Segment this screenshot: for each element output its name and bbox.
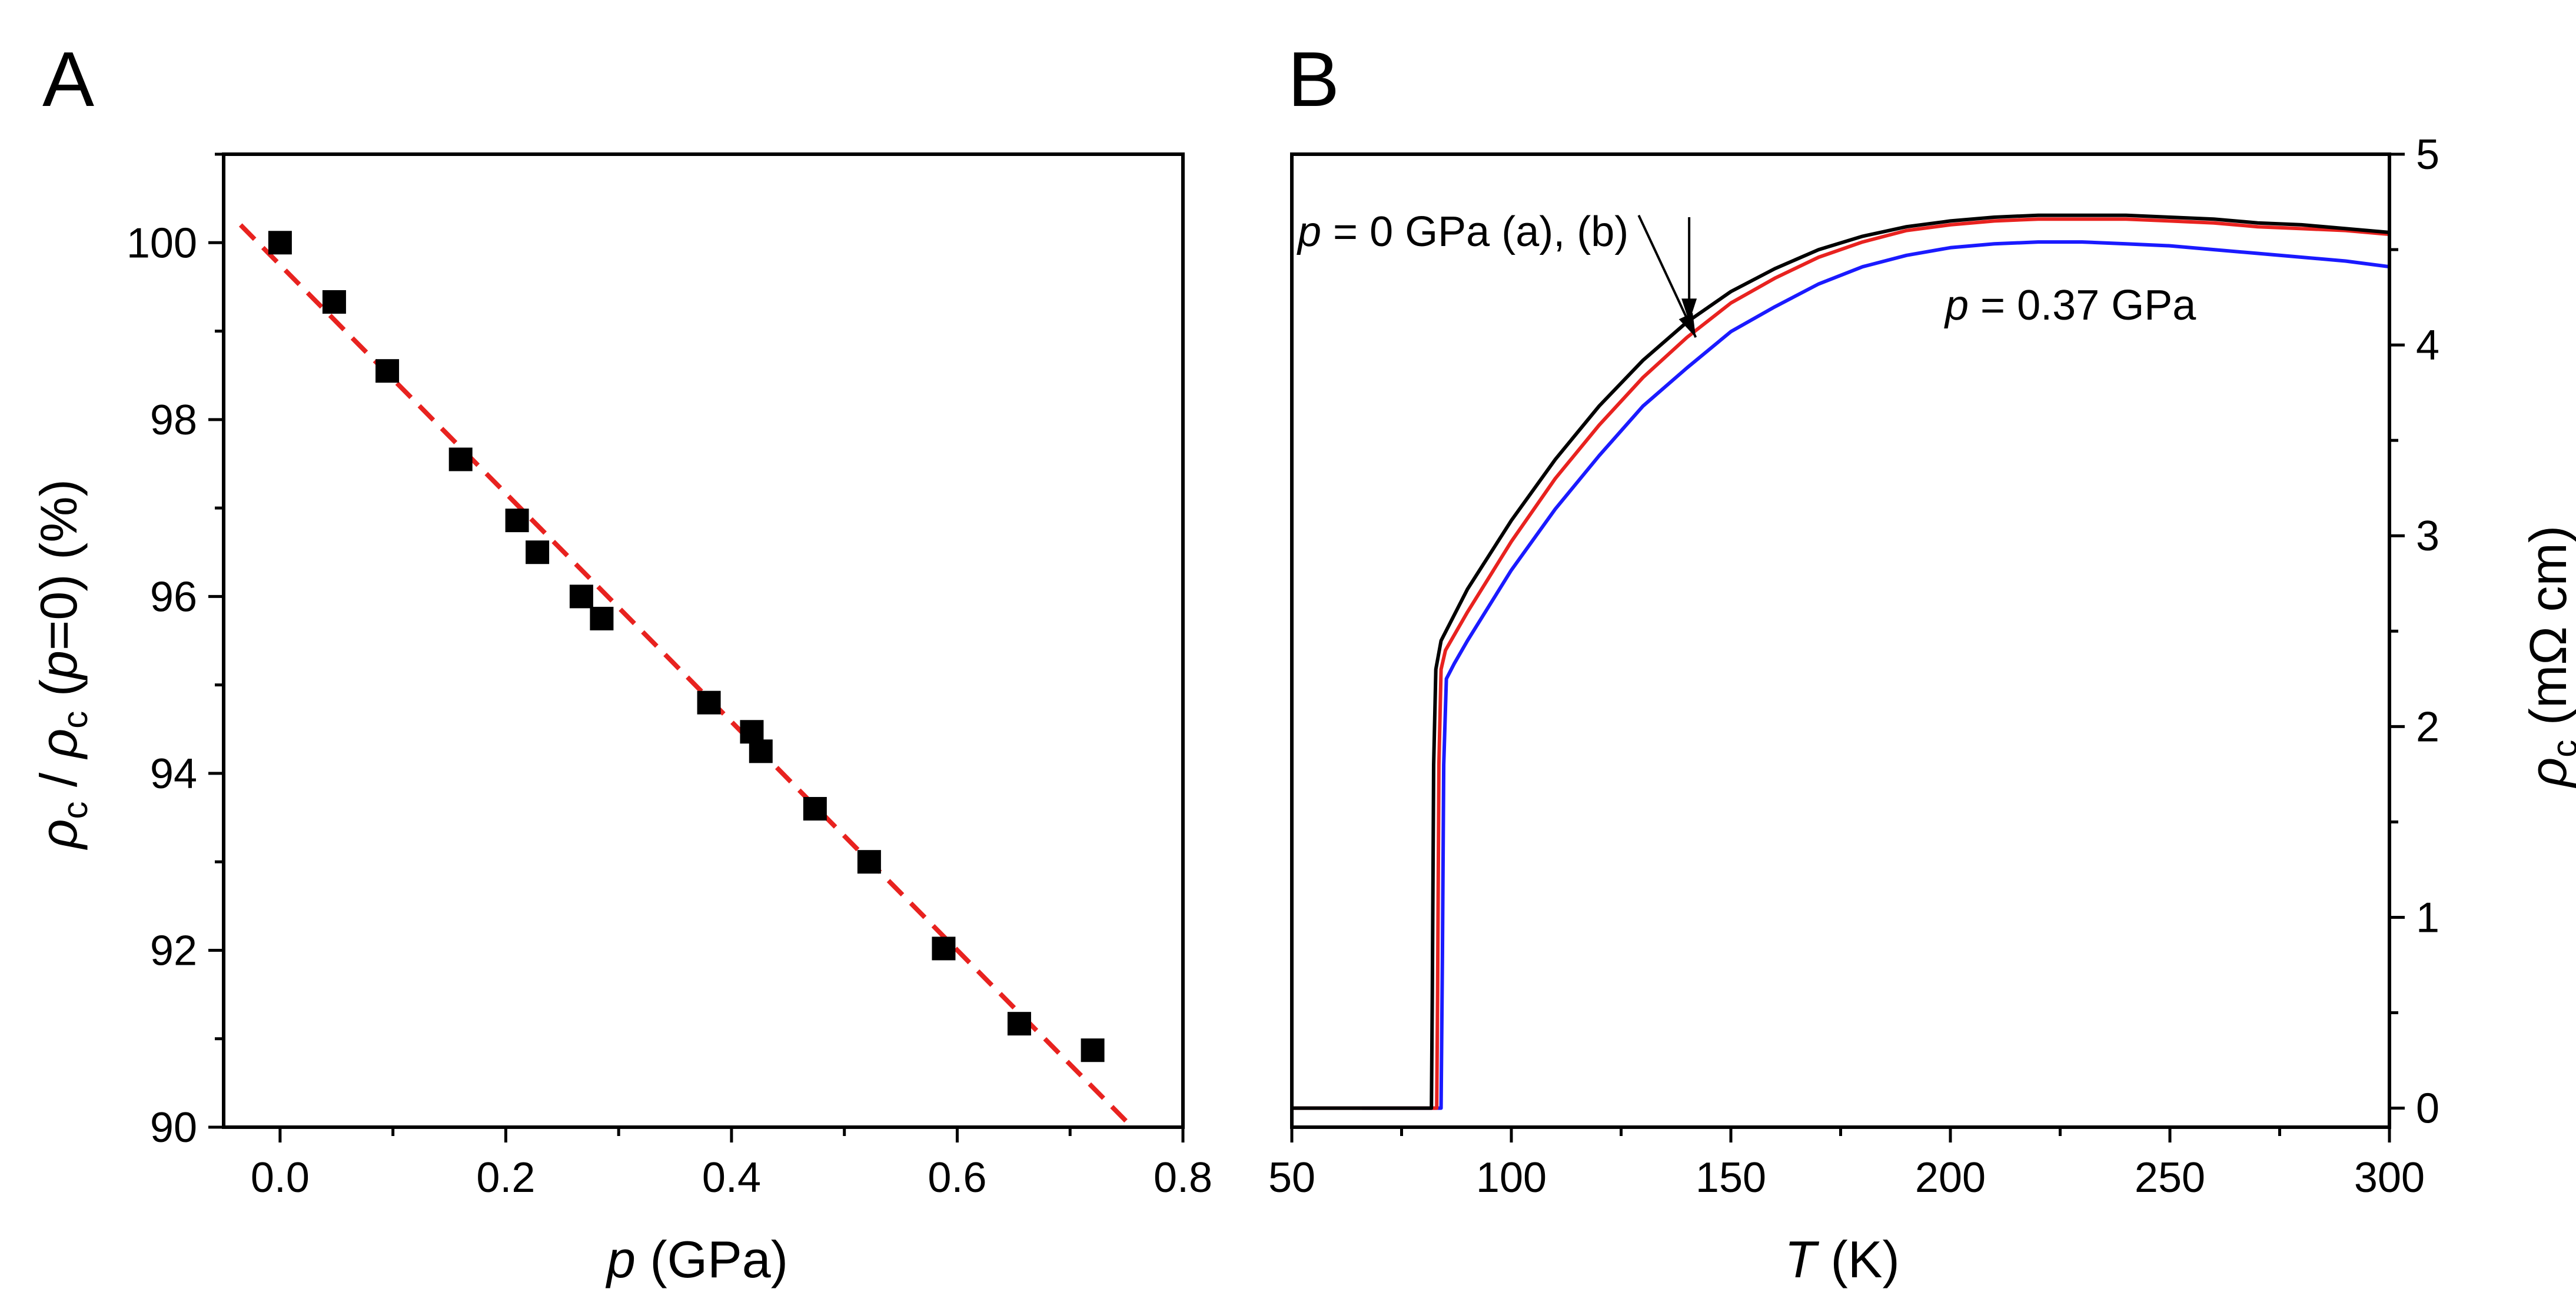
y-tick-label: 0 [2416,1085,2439,1132]
x-unit: (K) [1816,1230,1900,1288]
curve-p0-a [1292,213,2389,1110]
y-tick-label: 4 [2416,322,2439,369]
panel-b-tick-labels: 50 100 150 200 250 300 0 1 2 3 4 5 [1268,131,2439,1201]
data-point [1081,1038,1105,1062]
y-tick-label: 92 [150,927,197,974]
x-unit: (GPa) [636,1230,788,1288]
y-tick-label: 90 [150,1104,197,1151]
curve-p0-b [1292,217,2389,1110]
panel-label-a: A [42,36,94,122]
data-point [590,606,614,630]
x-tick-label: 0.0 [251,1154,310,1201]
x-tick-label: 0.8 [1154,1154,1212,1201]
panel-a-y-axis-title: ρc / ρc (p=0) (%) [29,479,95,851]
annotation-arrow-head [1681,298,1697,323]
data-point [322,290,346,314]
annotation-p037-var: p [1944,282,1969,329]
y-tick-label: 1 [2416,894,2439,941]
data-point [932,936,956,961]
panel-b-plot-area [1292,213,2389,1110]
y-tick-label: 3 [2416,513,2439,560]
y-open: ( [29,679,88,711]
panel-a-ticks [208,152,1185,1142]
panel-b-y-axis-title: ρc (mΩ cm) [2519,526,2576,789]
x-tick-label: 50 [1268,1154,1315,1201]
y-tick-label: 98 [150,397,197,444]
data-point [505,509,529,533]
x-var: T [1784,1230,1819,1288]
data-point [268,231,292,255]
y-sub: c [2545,740,2576,758]
annotation-p037: p = 0.37 GPa [1944,282,2196,329]
y-rho: ρ [2519,758,2576,789]
y-var: p [29,650,88,681]
annotation-p0: p = 0 GPa (a), (b) [1297,208,1628,255]
panel-b: B 50 100 150 200 250 300 0 1 2 3 4 5 p = 0 GPa (a),… [1268,36,2576,1288]
data-point [1007,1012,1031,1036]
panel-a: A 0.0 0.2 0.4 0.6 0.8 90 92 94 96 98 100 p (GPa) ρ… [29,36,1212,1288]
y-rho2: ρ [29,729,88,760]
x-tick-label: 200 [1915,1154,1986,1201]
panel-a-clipped [238,223,1134,1127]
x-tick-label: 300 [2354,1154,2425,1201]
y-sub2: c [55,711,95,729]
panel-b-x-axis-title: T (K) [1784,1230,1900,1288]
annotation-arrow-head [1678,313,1696,338]
x-tick-label: 250 [2135,1154,2205,1201]
data-point [526,540,550,564]
x-tick-label: 0.4 [702,1154,761,1201]
y-tick-label: 2 [2416,703,2439,750]
panel-label-b: B [1288,36,1339,122]
data-point [803,797,827,821]
y-tick-label: 5 [2416,131,2439,178]
y-tick-label: 96 [150,573,197,620]
x-tick-label: 100 [1476,1154,1547,1201]
panel-a-plot-area [238,223,1134,1127]
x-tick-label: 150 [1696,1154,1766,1201]
fit-line [238,223,1134,1127]
y-slash: / [29,758,88,801]
data-point [697,690,721,715]
y-tick-label: 94 [150,750,197,798]
data-point [569,584,593,609]
panel-a-x-axis-title: p (GPa) [605,1230,788,1288]
annotation-p0-text: = 0 GPa (a), (b) [1321,208,1628,255]
panel-a-frame [222,152,1185,1129]
x-var: p [605,1230,636,1288]
panel-b-frame [1290,152,2391,1129]
data-point [375,359,400,383]
x-tick-label: 0.6 [928,1154,986,1201]
y-rho: ρ [29,819,88,851]
y-rest: =0) (%) [29,479,88,650]
y-unit: (mΩ cm) [2519,526,2576,740]
panel-b-arrows [1637,214,1697,338]
y-sub: c [55,802,95,819]
data-point [857,850,881,874]
curve-p037 [1362,240,2389,1110]
annotation-p037-text: = 0.37 GPa [1969,282,2196,329]
panel-b-ticks [1290,152,2405,1142]
annotation-p0-var: p [1297,208,1321,255]
data-point [749,739,773,763]
panel-a-tick-labels: 0.0 0.2 0.4 0.6 0.8 90 92 94 96 98 100 [127,220,1212,1201]
panel-b-clipped [1292,213,2389,1110]
y-tick-label: 100 [127,220,197,267]
data-point [448,447,473,471]
x-tick-label: 0.2 [476,1154,535,1201]
